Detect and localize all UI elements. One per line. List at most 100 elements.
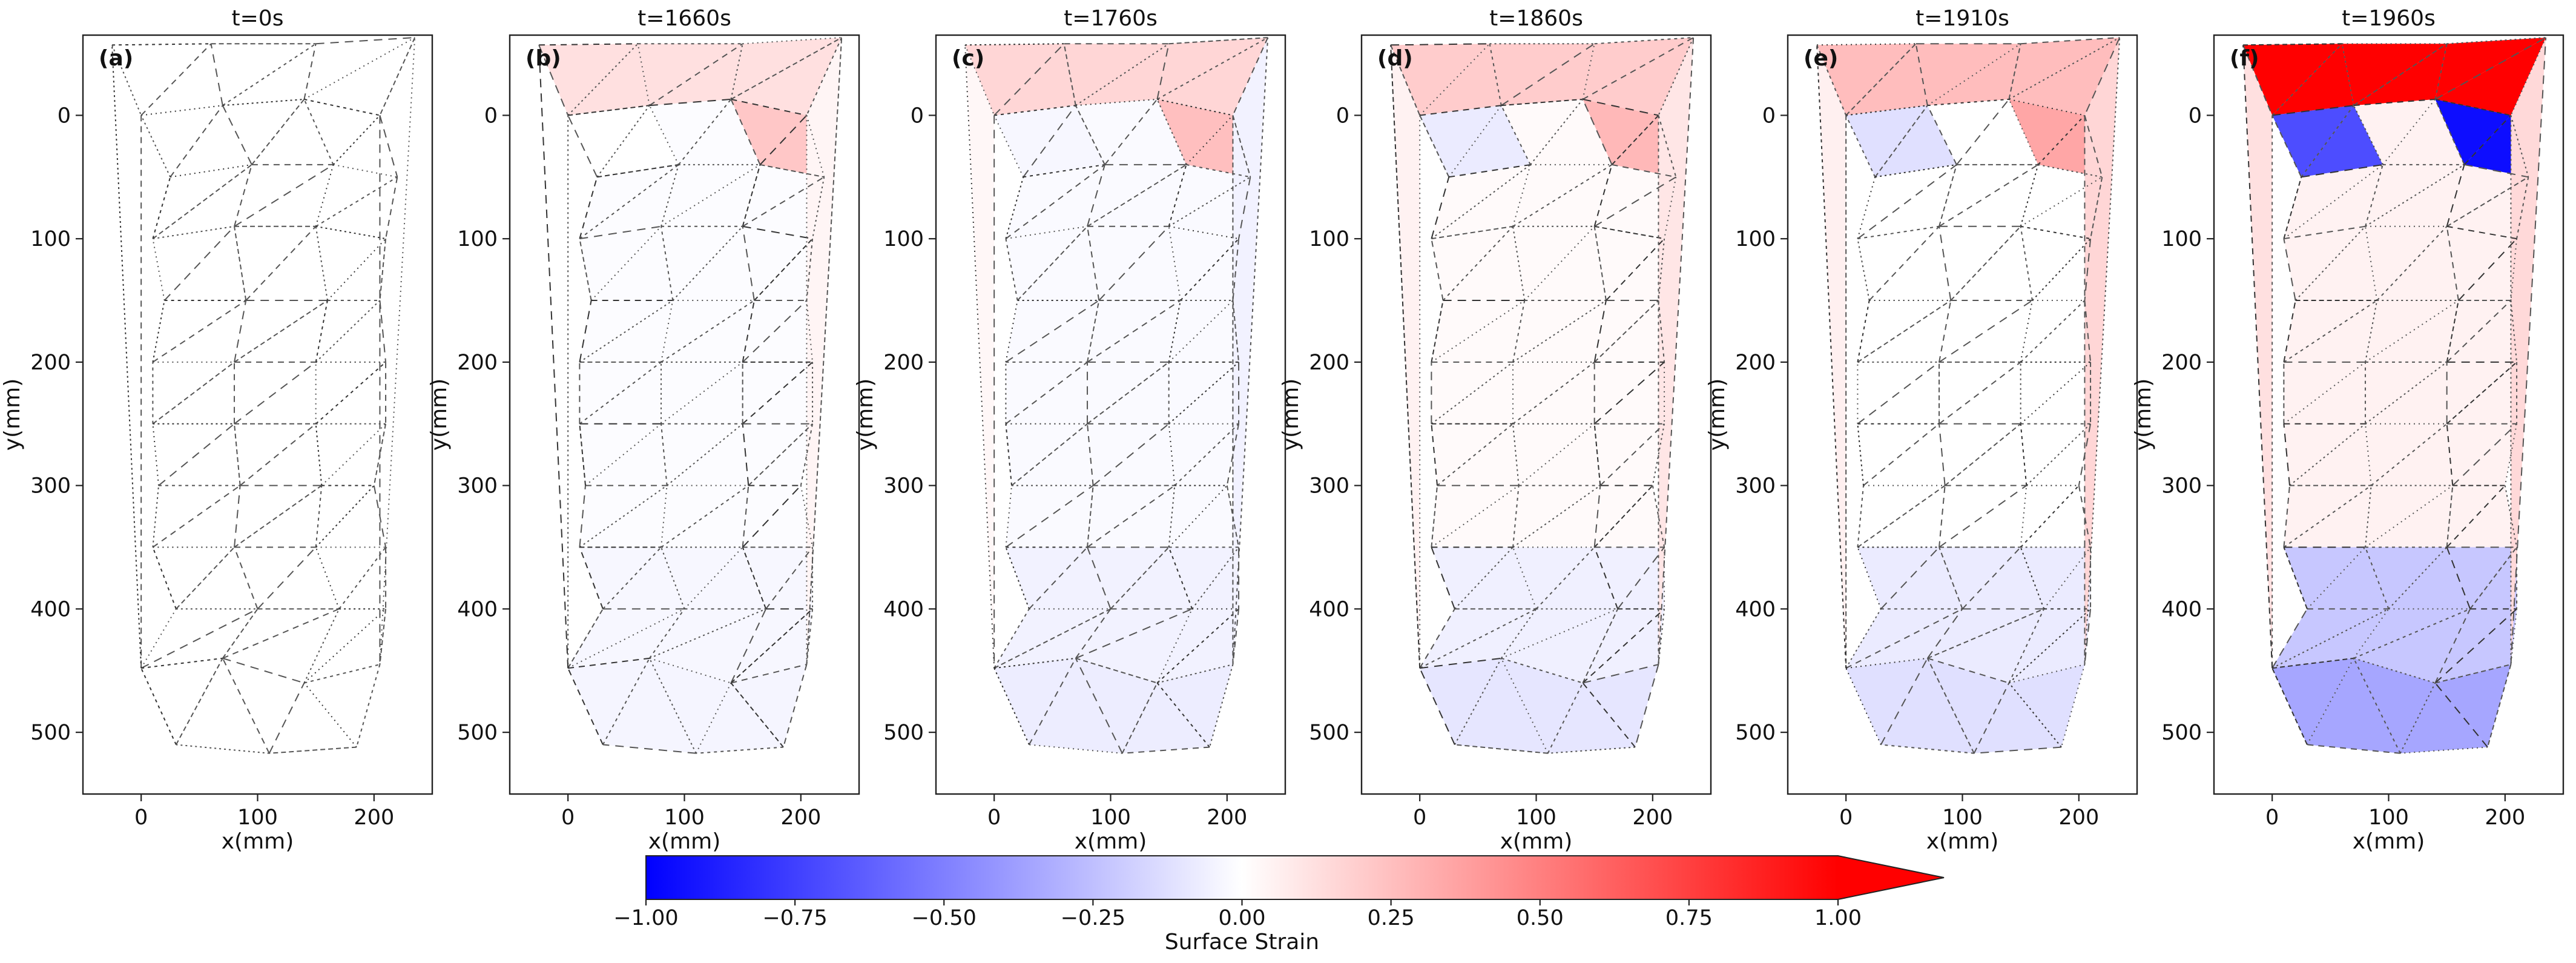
y-tick-label: 0 (58, 104, 71, 128)
mesh-triangle (649, 99, 731, 165)
mesh-edge (163, 226, 235, 301)
mesh-triangle (1168, 547, 1239, 609)
x-tick-label: 100 (237, 806, 278, 830)
mesh-triangle (597, 105, 679, 177)
mesh-triangle (1157, 664, 1233, 747)
mesh-triangle (1513, 362, 1595, 424)
mesh-triangle (579, 362, 662, 424)
mesh-edge (379, 37, 416, 116)
panel-title: t=1660s (637, 6, 731, 31)
mesh-edge (333, 164, 398, 178)
mesh-edge (2020, 547, 2045, 609)
mesh-edge (2434, 99, 2465, 165)
mesh-edge (152, 423, 160, 486)
mesh-edge (1593, 300, 1607, 363)
mesh-edge (1075, 658, 1123, 754)
mesh-edge (568, 105, 650, 116)
mesh-edge (170, 164, 252, 178)
y-tick-label: 500 (883, 721, 924, 745)
mesh-edge (1582, 608, 1619, 684)
y-tick-label: 200 (457, 351, 498, 375)
mesh-edge (2469, 546, 2517, 609)
mesh-edge (1500, 105, 1531, 165)
panel-title: t=1760s (1064, 6, 1158, 31)
mesh-edge (964, 44, 995, 116)
mesh-triangle (2353, 44, 2447, 106)
mesh-edge (1431, 164, 1531, 239)
mesh-edge (170, 105, 223, 177)
mesh-triangle (304, 38, 415, 116)
mesh-triangle (1023, 105, 1105, 177)
mesh-edge (1950, 226, 2021, 301)
mesh-triangle (159, 423, 240, 486)
mesh-triangle (222, 99, 305, 165)
mesh-edge (1535, 546, 1595, 610)
mesh-triangle (1513, 485, 1601, 548)
panel-d: t=1860s (d) 0 100 200 0 100 200 300 400 500 x(mm) y(… (1279, 6, 1712, 854)
mesh-edge (1594, 176, 1676, 227)
mesh-triangle (1006, 547, 1088, 609)
mesh-edge (1939, 423, 1946, 486)
mesh-triangle (1029, 547, 1111, 609)
mesh-triangle (304, 664, 380, 747)
y-tick-label: 500 (1735, 721, 1776, 745)
mesh-edge (1875, 164, 1957, 178)
mesh-edge (2008, 608, 2045, 684)
panel-label: (a) (99, 46, 133, 71)
mesh-edge (1501, 608, 1618, 659)
mesh-edge (1156, 683, 1210, 748)
mesh-triangle (141, 44, 223, 116)
mesh-edge (2365, 423, 2372, 486)
mesh-triangle (2353, 99, 2436, 165)
mesh-triangle (1869, 226, 1951, 301)
mesh-edge (754, 238, 813, 301)
mesh-edge (2446, 226, 2459, 301)
mesh-triangle (1029, 658, 1122, 753)
mesh-edge (660, 547, 685, 609)
mesh-triangle (2272, 609, 2389, 669)
mesh-triangle (1064, 44, 1169, 106)
mesh-edge (2487, 664, 2512, 747)
mesh-edge (1431, 485, 1438, 548)
panel-label: (b) (525, 46, 561, 71)
mesh-triangle (2365, 362, 2447, 424)
mesh-edge (2434, 608, 2517, 684)
mesh-edge (2504, 485, 2518, 548)
mesh-triangle (153, 300, 246, 362)
mesh-edge (1390, 44, 1421, 116)
mesh-edge (2271, 608, 2308, 669)
mesh-edge (1156, 37, 1268, 100)
y-tick-label: 300 (883, 474, 924, 498)
mesh-edge (1939, 485, 2027, 548)
mesh-triangle (1594, 362, 1665, 424)
mesh-edge (993, 608, 1111, 669)
mesh-edge (152, 300, 246, 363)
mesh-edge (568, 657, 650, 669)
x-tick-label: 0 (2265, 806, 2279, 830)
mesh-triangle (1006, 300, 1099, 362)
mesh-edge (1611, 114, 1659, 165)
mesh-edge (1437, 423, 1514, 486)
mesh-triangle (1939, 300, 2032, 362)
mesh-edge (1599, 423, 1665, 486)
mesh-triangle (1962, 547, 2044, 609)
mesh-triangle (731, 99, 807, 165)
y-tick-label: 0 (1762, 104, 1776, 128)
x-tick-label: 0 (987, 806, 1001, 830)
mesh-edge (251, 99, 305, 165)
mesh-triangle (1863, 423, 1945, 486)
mesh-triangle (1006, 164, 1105, 239)
mesh-edge (379, 609, 387, 665)
y-tick-label: 200 (1309, 351, 1349, 375)
mesh-edge (1845, 115, 1876, 177)
mesh-triangle (211, 44, 316, 106)
y-tick-label: 100 (457, 227, 498, 251)
mesh-triangle (1606, 239, 1665, 301)
y-tick-label: 400 (30, 597, 71, 621)
mesh-edge (812, 177, 825, 239)
mesh-edge (579, 164, 679, 239)
mesh-triangle (731, 664, 807, 747)
mesh-triangle (1168, 300, 1239, 362)
mesh-edge (2446, 300, 2512, 363)
mesh-edge (1974, 746, 2062, 754)
